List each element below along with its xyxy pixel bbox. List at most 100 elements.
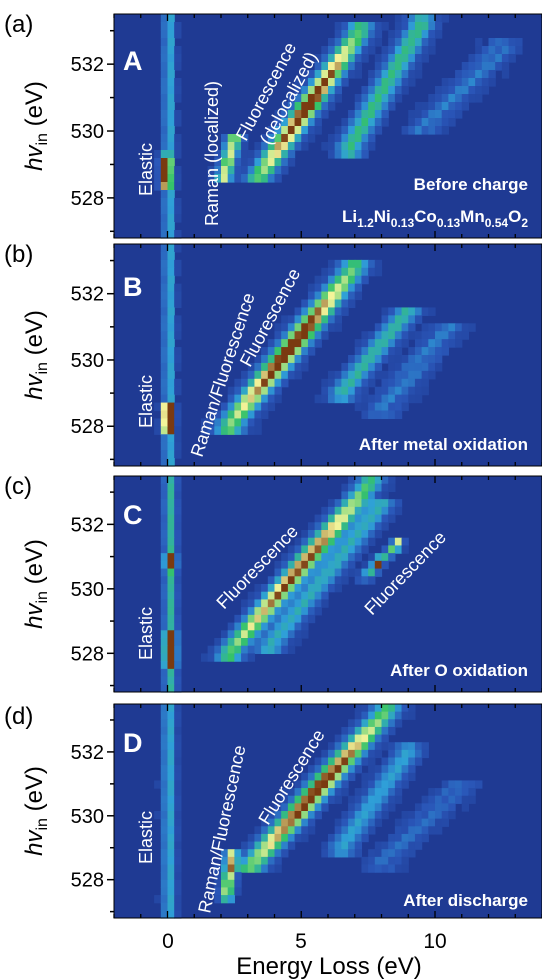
heatmap-cell [381,315,389,324]
heatmap-cell [174,206,182,215]
heatmap-cell [468,795,476,804]
heatmap-cell [435,22,443,31]
heatmap-cell [154,426,162,435]
heatmap-cell [267,347,276,356]
heatmap-cell [321,537,329,547]
heatmap-cell [234,645,242,655]
heatmap-cell [381,704,389,713]
heatmap-cell [160,742,169,751]
heatmap-cell [388,54,396,63]
heatmap-cell [334,22,342,31]
heatmap-cell [167,902,175,911]
heatmap-cell [334,70,342,79]
heatmap-cell [414,54,423,63]
heatmap-cell [354,259,363,269]
heatmap-cell [475,62,483,71]
heatmap-cell [368,355,376,364]
heatmap-cell [274,323,282,332]
heatmap-cell [354,355,363,364]
heatmap-cell [455,70,463,79]
heatmap-cell [408,362,416,372]
heatmap-cell [388,323,396,332]
heatmap-cell [247,607,256,616]
heatmap-cell [328,765,336,774]
heatmap-cell [354,833,363,843]
heatmap-cell [448,102,456,111]
heatmap-cell [448,86,456,95]
heatmap-cell [321,275,329,285]
heatmap-cell [160,370,169,380]
heatmap-cell [167,299,175,309]
heatmap-cell [287,833,296,843]
heatmap-cell [381,849,389,858]
heatmap-cell [227,630,235,639]
heatmap-cell [368,537,376,547]
heatmap-cell [160,190,169,199]
heatmap-cell [167,795,175,804]
heatmap-cell [287,126,296,135]
heatmap-cell [301,530,309,539]
heatmap-cell [414,749,423,759]
heatmap-cell [408,62,416,71]
heatmap-cell [348,545,356,554]
heatmap-cell [294,110,302,119]
heatmap-cell [428,22,436,31]
heatmap-cell [307,568,316,577]
heatmap-cell [267,339,276,348]
heatmap-cell [287,370,296,380]
heatmap-cell [241,599,249,608]
heatmap-cell [267,811,276,820]
heatmap-cell [241,614,249,624]
heatmap-cell [287,553,296,562]
heatmap-cell [354,568,363,577]
heatmap-cell [328,291,336,301]
heatmap-cell [328,142,336,151]
heatmap-cell [348,62,356,71]
heatmap-cell [174,476,182,485]
heatmap-cell [328,788,336,797]
y-axis-label: hvin (eV) [21,766,51,856]
heatmap-cell [368,560,376,570]
heatmap-cell [167,711,175,720]
heatmap-cell [160,841,169,850]
heatmap-cell [354,826,363,835]
heatmap-cell [281,134,289,143]
heatmap-cell [160,788,169,797]
heatmap-cell [495,38,503,47]
heatmap-cell [348,568,356,577]
heatmap-cell [160,811,169,820]
heatmap-cell [301,142,309,151]
heatmap-cell [281,166,289,175]
heatmap-cell [348,522,356,531]
heatmap-cell [174,259,182,269]
heatmap-cell [174,757,182,766]
heatmap-cell [174,795,182,804]
heatmap-cell [214,150,222,159]
heatmap-cell [241,370,249,380]
heatmap-cell [160,668,169,678]
heatmap-cell [348,30,356,39]
heatmap-cell [368,734,376,743]
heatmap-cell [274,142,282,151]
heatmap-cell [314,772,322,782]
heatmap-cell [307,788,316,797]
y-tick-label: 530 [71,579,104,601]
heatmap-cell [247,638,256,647]
heatmap-cell [174,483,182,493]
heatmap-cell [167,849,175,858]
heatmap-cell [314,514,322,523]
heatmap-cell [254,394,262,404]
heatmap-cell [160,553,169,562]
heatmap-cell [394,849,403,858]
heatmap-cell [461,323,470,332]
heatmap-cell [307,537,316,547]
heatmap-cell [468,788,476,797]
heatmap-cell [381,803,389,812]
heatmap-cell [421,826,429,835]
heatmap-cell [374,811,383,820]
y-tick-label: 532 [71,54,104,76]
heatmap-cell [368,483,376,493]
heatmap-cell [374,394,383,404]
heatmap-cell [368,142,376,151]
heatmap-cell [374,386,383,396]
